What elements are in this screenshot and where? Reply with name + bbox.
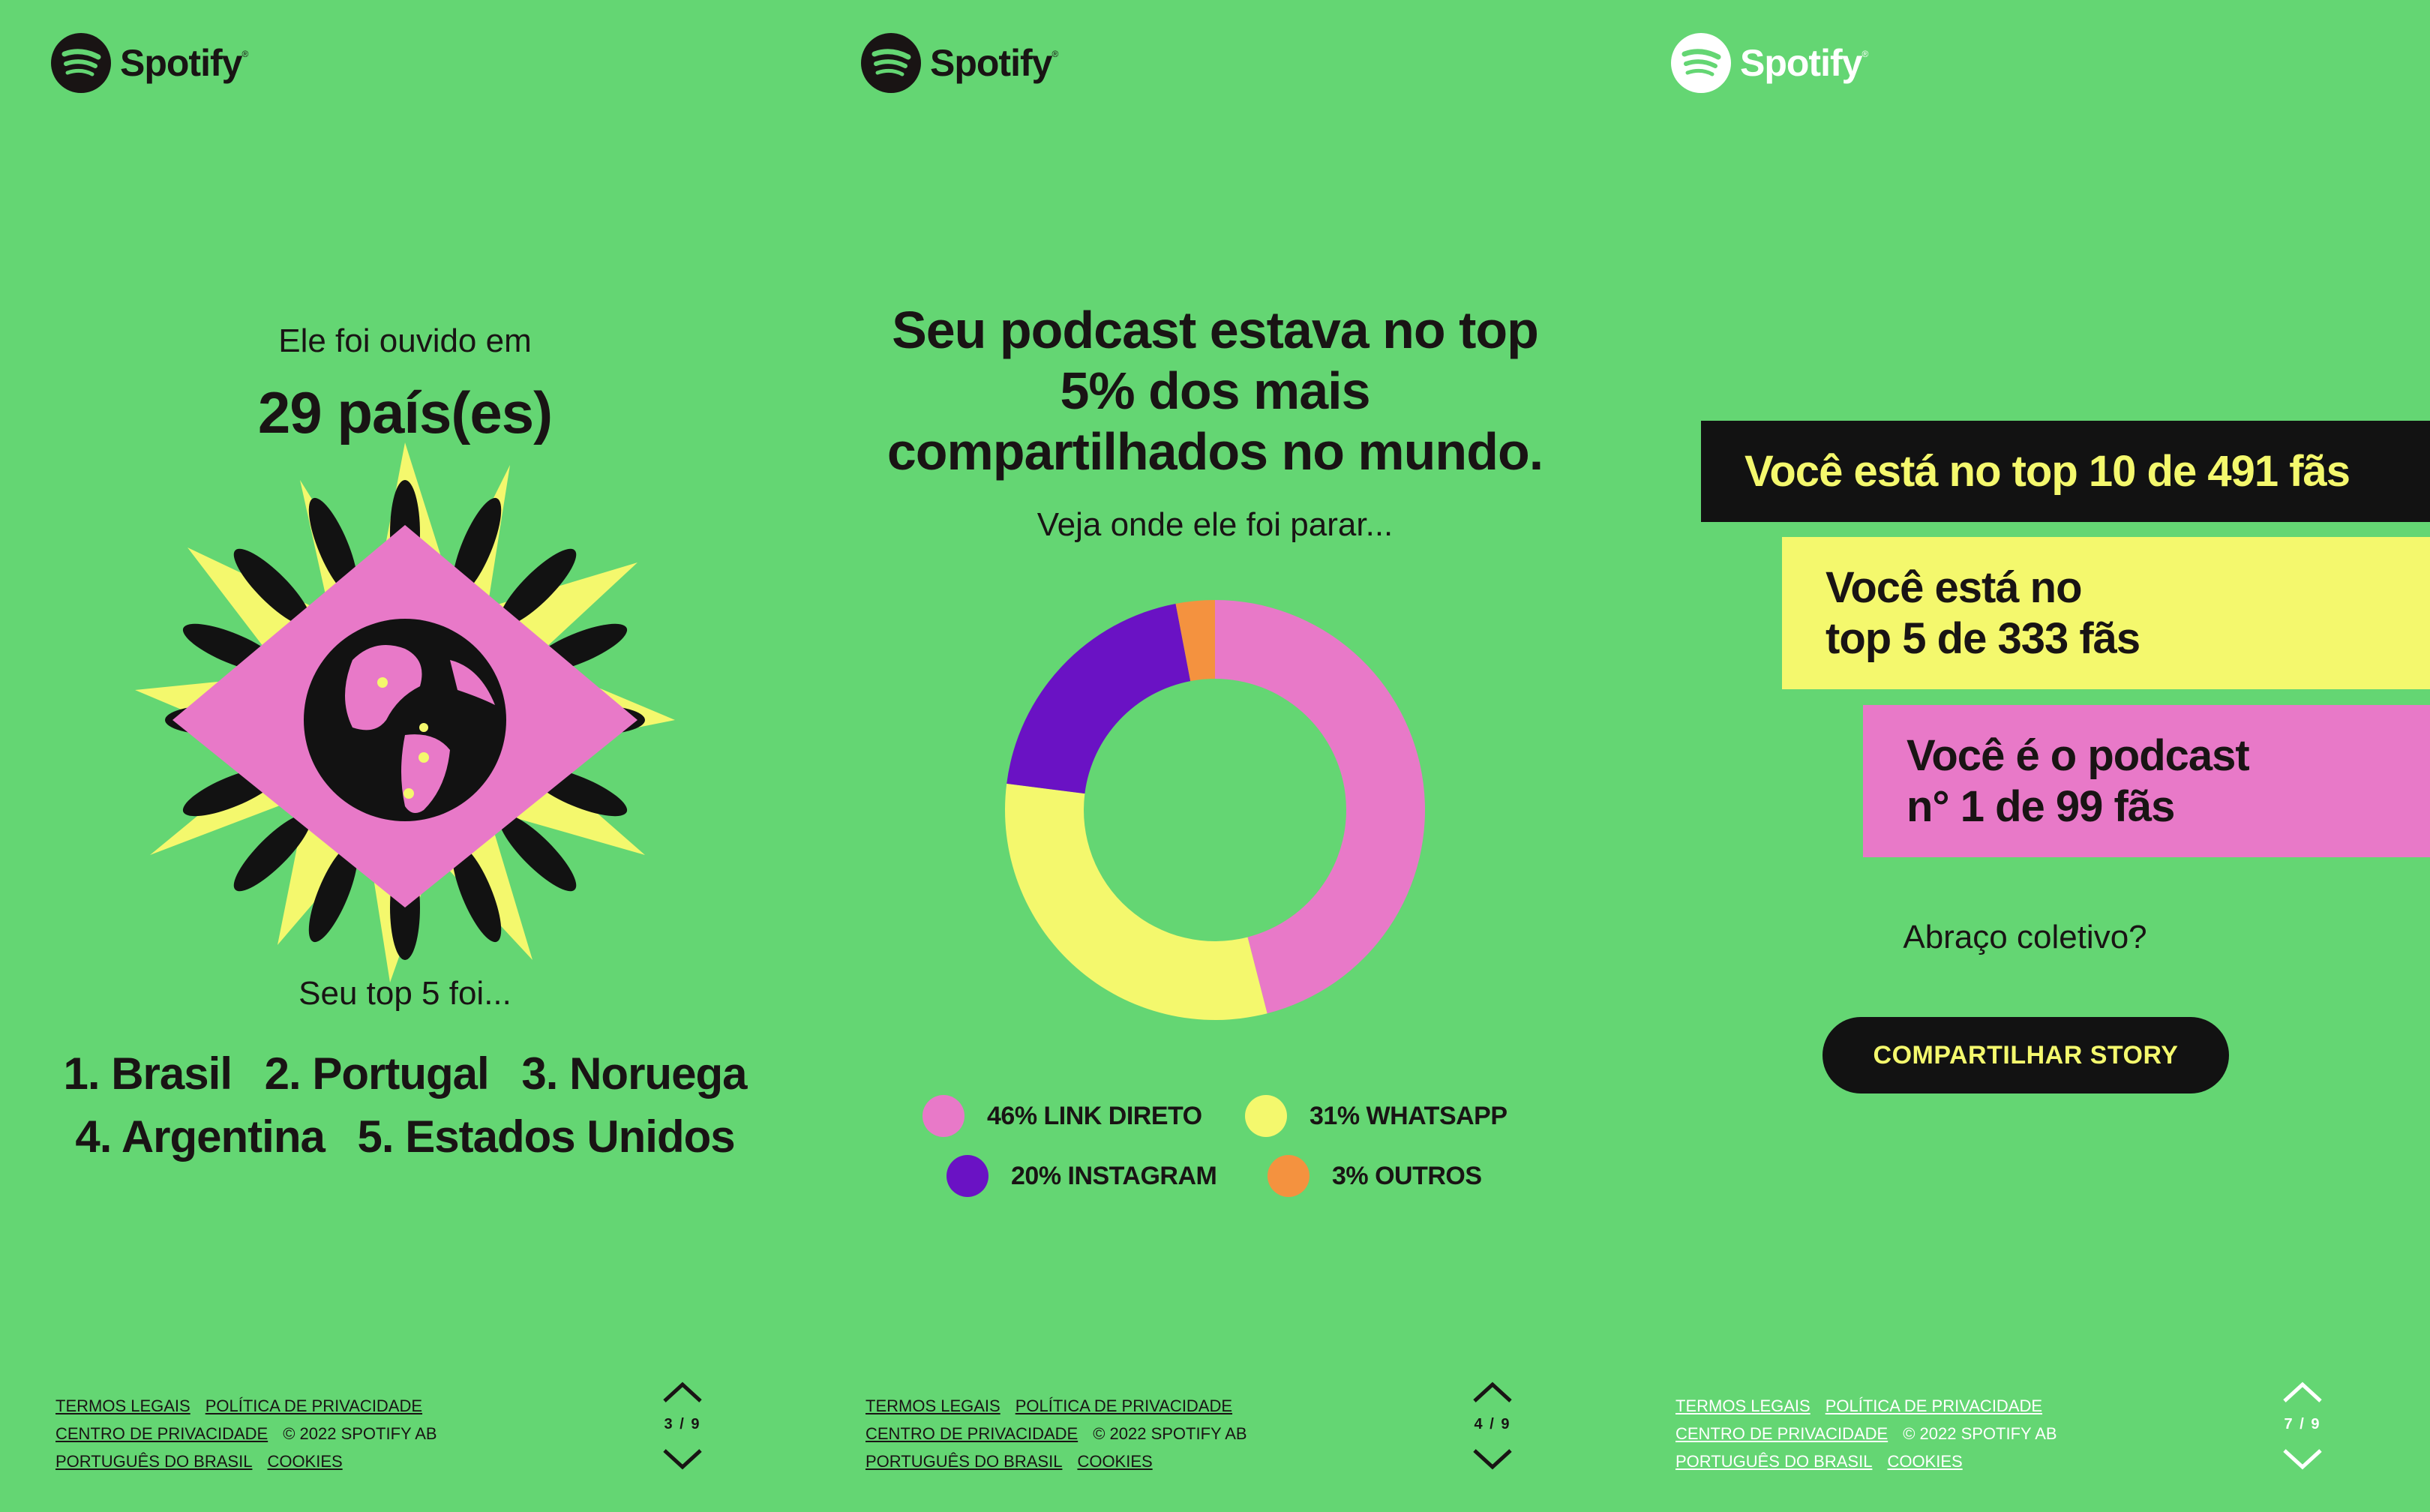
legend-label: 31% WHATSAPP <box>1310 1101 1508 1130</box>
copyright: © 2022 SPOTIFY AB <box>1093 1424 1247 1443</box>
donut-slice-link-direto <box>1215 600 1426 1014</box>
language-link[interactable]: PORTUGUÊS DO BRASIL <box>866 1452 1063 1471</box>
spotify-logo-icon <box>51 33 111 93</box>
legend-swatch <box>946 1155 988 1197</box>
legend-item: 3% OUTROS <box>1268 1155 1482 1197</box>
chevron-down-icon[interactable] <box>2280 1446 2325 1473</box>
copyright: © 2022 SPOTIFY AB <box>283 1424 437 1443</box>
story-pager: 3 / 9 <box>650 1378 716 1476</box>
share-story-button[interactable]: COMPARTILHAR STORY <box>1822 1017 2229 1094</box>
country-item: 3. Noruega <box>521 1048 747 1099</box>
privacy-policy-link[interactable]: POLÍTICA DE PRIVACIDADE <box>205 1396 423 1415</box>
fan-rank-text: Você é o podcast <box>1906 730 2250 780</box>
shares-headline: Seu podcast estava no top 5% dos mais co… <box>886 301 1544 481</box>
globe-icon <box>304 619 506 821</box>
story-pager: 7 / 9 <box>2270 1378 2336 1476</box>
legend-item: 31% WHATSAPP <box>1245 1095 1508 1137</box>
legend-label: 20% INSTAGRAM <box>1011 1161 1217 1190</box>
chevron-up-icon[interactable] <box>1470 1378 1515 1406</box>
fan-rank-no1-banner: Você é o podcast n° 1 de 99 fãs <box>1863 705 2430 857</box>
logo-wordmark: Spotify® <box>120 42 248 84</box>
language-link[interactable]: PORTUGUÊS DO BRASIL <box>1676 1452 1873 1471</box>
story-pager: 4 / 9 <box>1460 1378 1526 1476</box>
chevron-up-icon[interactable] <box>660 1378 705 1406</box>
copyright: © 2022 SPOTIFY AB <box>1903 1424 2057 1443</box>
decorative-petal <box>499 814 577 892</box>
decorative-petal <box>308 844 358 943</box>
privacy-policy-link[interactable]: POLÍTICA DE PRIVACIDADE <box>1015 1396 1233 1415</box>
page-indicator: 3 / 9 <box>664 1416 701 1432</box>
fan-rank-text: Você está no <box>1826 562 2083 612</box>
spotify-logo[interactable]: Spotify® <box>51 33 248 93</box>
top-countries-label: Seu top 5 foi... <box>298 975 512 1012</box>
countries-count: 29 país(es) <box>257 380 553 446</box>
globe-burst-illustration <box>135 442 675 982</box>
spotify-logo[interactable]: Spotify® <box>1671 33 1868 93</box>
legend-swatch <box>1268 1155 1310 1197</box>
decorative-petal <box>452 844 502 943</box>
page-indicator: 7 / 9 <box>2284 1416 2321 1432</box>
privacy-center-link[interactable]: CENTRO DE PRIVACIDADE <box>866 1424 1078 1443</box>
share-channels-donut-chart <box>1005 600 1426 1020</box>
country-item: 5. Estados Unidos <box>357 1112 736 1162</box>
footer-links: TERMOS LEGAIS POLÍTICA DE PRIVACIDADE CEN… <box>56 1392 452 1475</box>
donut-slice-outros <box>1175 600 1215 682</box>
country-item: 2. Portugal <box>264 1048 490 1099</box>
chevron-up-icon[interactable] <box>2280 1378 2325 1406</box>
story-panel-fans: Spotify® Você está no top 10 de 491 fãs … <box>1620 0 2430 1512</box>
chevron-down-icon[interactable] <box>660 1446 705 1473</box>
fan-rank-top5-banner: Você está no top 5 de 333 fãs <box>1782 537 2430 689</box>
legend-swatch <box>922 1095 964 1137</box>
spotify-logo-icon <box>861 33 921 93</box>
decorative-petal <box>452 497 502 596</box>
legend-label: 3% OUTROS <box>1332 1161 1482 1190</box>
country-item: 1. Brasil <box>63 1048 232 1099</box>
spotify-logo[interactable]: Spotify® <box>861 33 1058 93</box>
privacy-center-link[interactable]: CENTRO DE PRIVACIDADE <box>1676 1424 1888 1443</box>
donut-slice-whatsapp <box>1005 783 1268 1020</box>
top-countries-list: 1. Brasil 2. Portugal 3. Noruega 4. Arge… <box>0 1042 810 1168</box>
logo-wordmark: Spotify® <box>1740 42 1868 84</box>
terms-link[interactable]: TERMOS LEGAIS <box>56 1396 190 1415</box>
privacy-policy-link[interactable]: POLÍTICA DE PRIVACIDADE <box>1825 1396 2043 1415</box>
cookies-link[interactable]: COOKIES <box>1887 1452 1963 1471</box>
terms-link[interactable]: TERMOS LEGAIS <box>866 1396 1000 1415</box>
shares-subtitle: Veja onde ele foi parar... <box>1036 506 1394 543</box>
top-countries-row: 1. Brasil 2. Portugal 3. Noruega <box>0 1042 810 1106</box>
legend-swatch <box>1245 1095 1287 1137</box>
legend-item: 46% LINK DIRETO <box>922 1095 1202 1137</box>
story-panel-shares: Spotify® Seu podcast estava no top 5% do… <box>810 0 1620 1512</box>
footer-links: TERMOS LEGAIS POLÍTICA DE PRIVACIDADE CEN… <box>1676 1392 2072 1475</box>
top-countries-row: 4. Argentina 5. Estados Unidos <box>0 1106 810 1168</box>
decorative-petal <box>233 548 311 626</box>
terms-link[interactable]: TERMOS LEGAIS <box>1676 1396 1810 1415</box>
legend-item: 20% INSTAGRAM <box>946 1155 1217 1197</box>
cookies-link[interactable]: COOKIES <box>267 1452 343 1471</box>
story-panel-countries: Spotify® Ele foi ouvido em 29 país(es) S… <box>0 0 810 1512</box>
legend-label: 46% LINK DIRETO <box>987 1101 1202 1130</box>
cookies-link[interactable]: COOKIES <box>1077 1452 1153 1471</box>
fan-rank-text: Você está no top 10 de 491 fãs <box>1744 447 2350 496</box>
chevron-down-icon[interactable] <box>1470 1446 1515 1473</box>
spotify-logo-icon <box>1671 33 1731 93</box>
language-link[interactable]: PORTUGUÊS DO BRASIL <box>56 1452 253 1471</box>
decorative-petal <box>499 548 577 626</box>
share-question: Abraço coletivo? <box>1903 919 2147 956</box>
logo-wordmark: Spotify® <box>930 42 1058 84</box>
page-indicator: 4 / 9 <box>1474 1416 1511 1432</box>
decorative-petal <box>308 497 358 596</box>
donut-slice-instagram <box>1006 603 1191 794</box>
fan-rank-top10-banner: Você está no top 10 de 491 fãs <box>1701 421 2430 522</box>
privacy-center-link[interactable]: CENTRO DE PRIVACIDADE <box>56 1424 268 1443</box>
footer-links: TERMOS LEGAIS POLÍTICA DE PRIVACIDADE CEN… <box>866 1392 1262 1475</box>
country-item: 4. Argentina <box>75 1112 326 1162</box>
fan-rank-text: top 5 de 333 fãs <box>1826 614 2140 663</box>
fan-rank-text: n° 1 de 99 fãs <box>1906 782 2175 831</box>
countries-intro: Ele foi ouvido em <box>278 322 532 359</box>
decorative-petal <box>233 814 311 892</box>
